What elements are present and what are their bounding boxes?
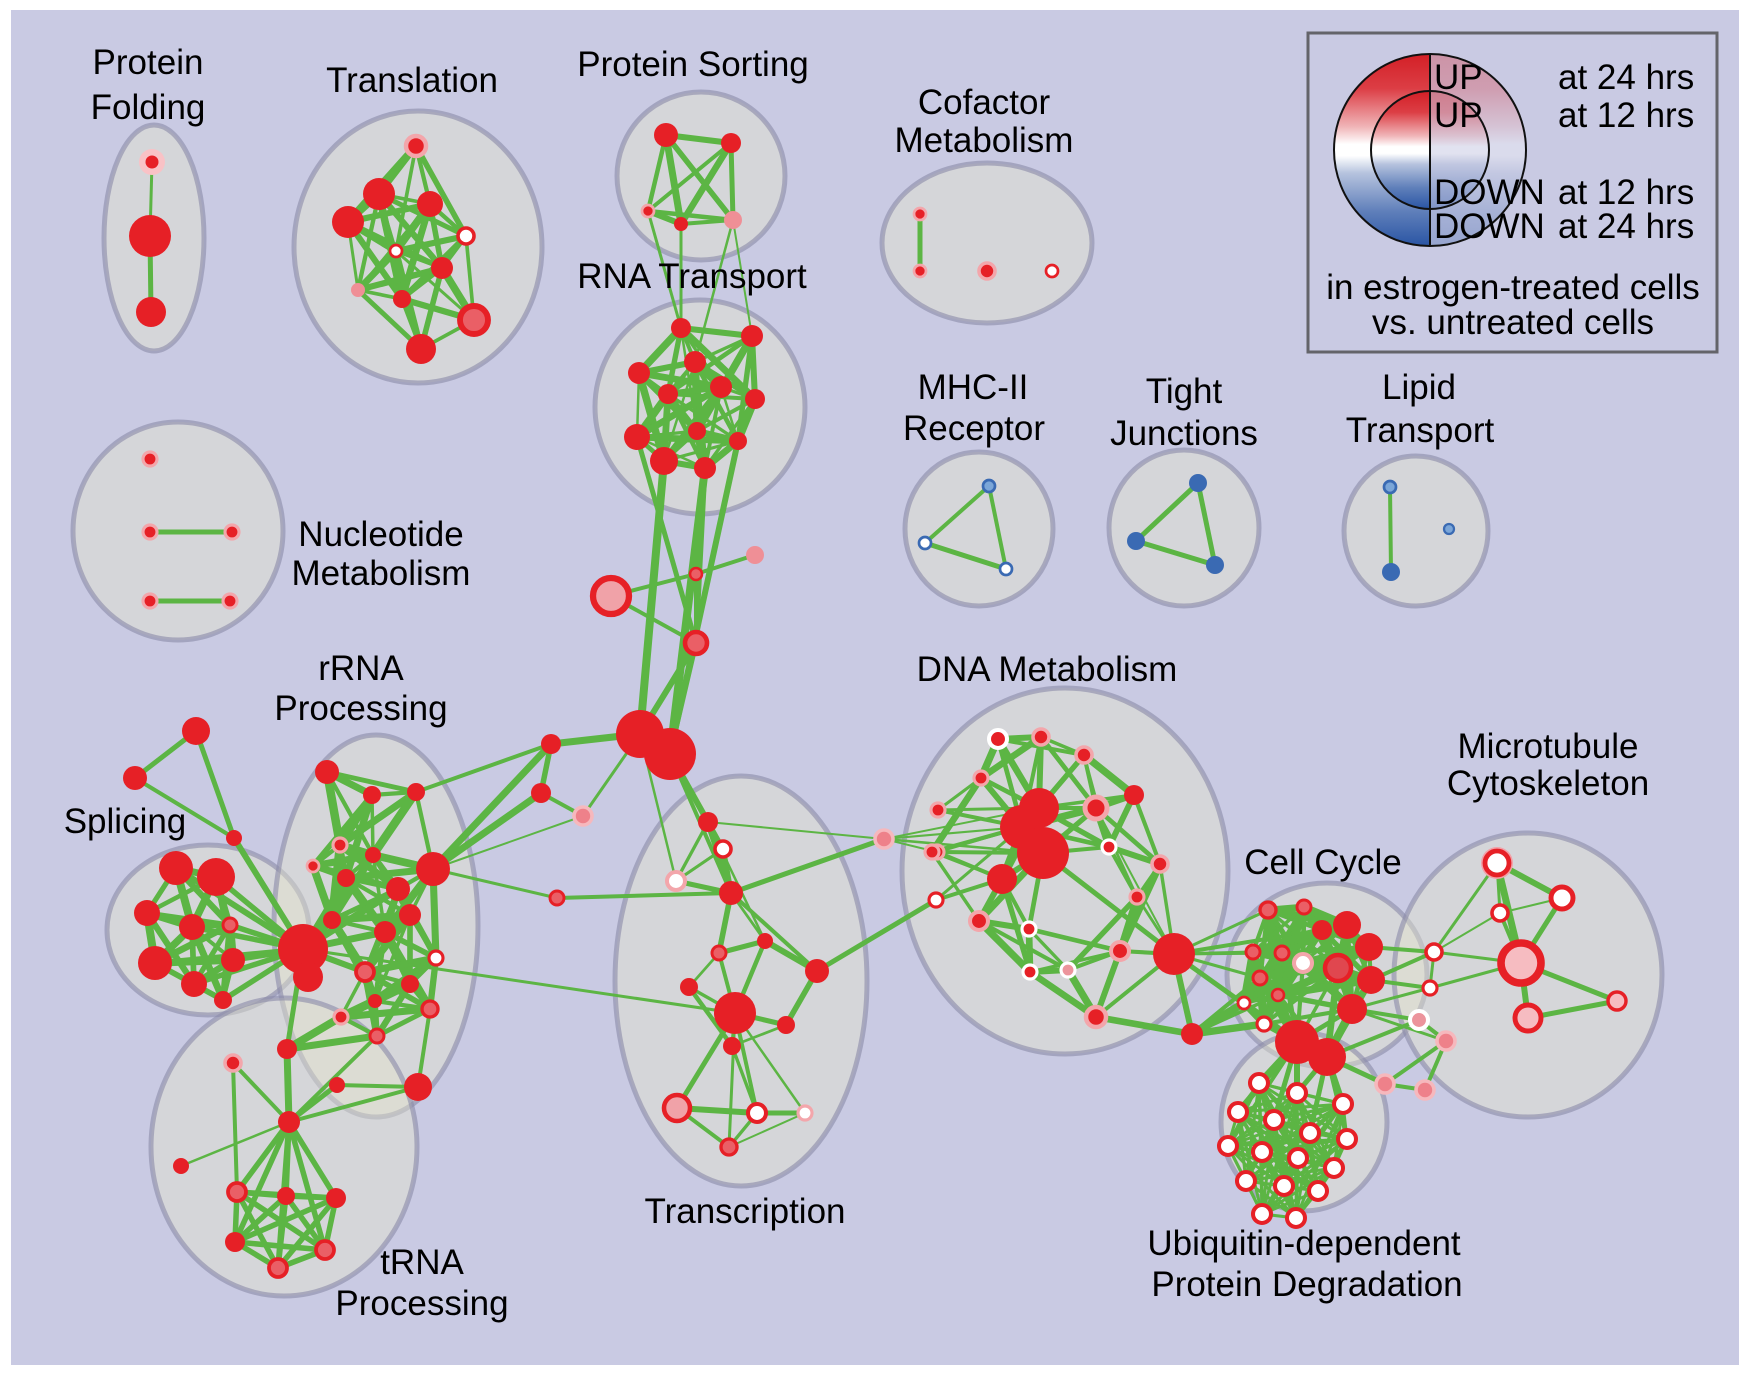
svg-text:at 12 hrs: at 12 hrs: [1558, 173, 1694, 212]
svg-text:tRNA: tRNA: [380, 1243, 464, 1282]
svg-text:Metabolism: Metabolism: [292, 554, 471, 593]
svg-text:DOWN: DOWN: [1434, 207, 1545, 246]
svg-text:UP: UP: [1434, 96, 1483, 135]
svg-text:Protein Degradation: Protein Degradation: [1151, 1265, 1462, 1304]
svg-text:at 24 hrs: at 24 hrs: [1558, 207, 1694, 246]
svg-text:Folding: Folding: [91, 88, 206, 127]
svg-text:Processing: Processing: [335, 1284, 508, 1323]
svg-text:Transport: Transport: [1346, 411, 1495, 450]
svg-text:Microtubule: Microtubule: [1458, 727, 1639, 766]
svg-text:rRNA: rRNA: [318, 649, 404, 688]
svg-text:Nucleotide: Nucleotide: [298, 515, 463, 554]
svg-text:Cytoskeleton: Cytoskeleton: [1447, 764, 1649, 803]
svg-text:in estrogen-treated cells: in estrogen-treated cells: [1326, 268, 1700, 307]
svg-text:Translation: Translation: [326, 61, 498, 100]
svg-text:Receptor: Receptor: [903, 409, 1045, 448]
svg-text:Transcription: Transcription: [645, 1192, 846, 1231]
svg-text:RNA Transport: RNA Transport: [577, 257, 807, 296]
svg-text:at 12 hrs: at 12 hrs: [1558, 96, 1694, 135]
svg-text:Protein Sorting: Protein Sorting: [577, 45, 809, 84]
svg-text:Splicing: Splicing: [64, 802, 187, 841]
svg-text:DOWN: DOWN: [1434, 173, 1545, 212]
svg-text:MHC-II: MHC-II: [918, 368, 1029, 407]
svg-text:DNA Metabolism: DNA Metabolism: [917, 650, 1178, 689]
svg-text:Lipid: Lipid: [1382, 368, 1456, 407]
svg-text:UP: UP: [1434, 58, 1483, 97]
svg-text:Processing: Processing: [274, 689, 447, 728]
svg-text:Tight: Tight: [1146, 372, 1223, 411]
svg-text:Cofactor: Cofactor: [918, 83, 1051, 122]
svg-text:vs. untreated cells: vs. untreated cells: [1372, 303, 1654, 342]
svg-text:Cell Cycle: Cell Cycle: [1244, 843, 1402, 882]
svg-text:Ubiquitin-dependent: Ubiquitin-dependent: [1147, 1224, 1461, 1263]
svg-text:Metabolism: Metabolism: [895, 121, 1074, 160]
svg-text:Junctions: Junctions: [1110, 414, 1258, 453]
svg-text:at 24 hrs: at 24 hrs: [1558, 58, 1694, 97]
svg-text:Protein: Protein: [93, 43, 204, 82]
